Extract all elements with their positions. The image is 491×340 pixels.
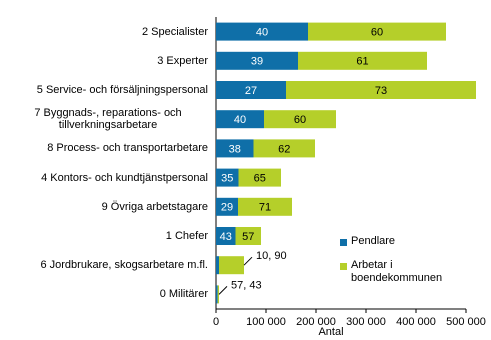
bar: [216, 256, 219, 275]
bar: [238, 197, 292, 216]
x-tick-label: 500 000: [446, 316, 486, 328]
category-text: 1 Chefer: [165, 230, 208, 242]
y-tick-label: 1 Chefer: [8, 221, 208, 251]
category-text: 2 Specialister: [141, 25, 208, 38]
label-leader: [218, 286, 228, 295]
bar: [216, 110, 264, 129]
bar: [264, 110, 336, 129]
bar: [253, 139, 315, 158]
bar: [308, 22, 446, 41]
x-tick-label: 400 000: [396, 316, 436, 328]
outside-label: 10, 90: [256, 250, 287, 262]
value-label: 62: [278, 143, 290, 155]
category-text: 4 Kontors- och kundtjänstpersonal: [41, 171, 208, 184]
y-tick-label: 5 Service- och försäljningspersonal: [8, 75, 208, 105]
category-text: 3 Experter: [157, 54, 208, 67]
value-label: 27: [245, 85, 257, 97]
legend-swatch: [340, 239, 347, 246]
bar: [286, 81, 476, 99]
bar: [216, 81, 286, 99]
bar: [217, 285, 219, 304]
y-tick-label: 0 Militärer: [8, 279, 208, 309]
legend-label: Pendlare: [351, 235, 396, 247]
y-tick-label: 6 Jordbrukare, skogsarbetare m.fl.: [8, 250, 208, 280]
category-text: 5 Service- och försäljningspersonal: [36, 84, 208, 96]
x-tick-label: 0: [213, 316, 219, 328]
bar: [216, 285, 218, 304]
value-label: 60: [294, 114, 306, 126]
value-label: 57: [242, 231, 254, 243]
value-label: 65: [254, 173, 266, 185]
x-tick-label: 200 000: [296, 316, 336, 328]
value-label: 40: [256, 27, 268, 39]
value-label: 38: [229, 143, 241, 155]
y-tick-label: 2 Specialister: [8, 17, 208, 47]
value-label: 40: [234, 114, 246, 126]
y-tick-label: 3 Experter: [8, 46, 208, 76]
y-tick-label: 4 Kontors- och kundtjänstpersonal: [8, 163, 208, 193]
legend-label: Arbetar i boendekommunen: [351, 259, 443, 284]
legend-swatch: [340, 263, 347, 270]
x-tick-label: 300 000: [346, 316, 386, 328]
value-label: 60: [371, 27, 383, 39]
category-text: 9 Övriga arbetstagare: [101, 200, 208, 213]
x-axis-label: Antal: [318, 326, 343, 338]
bar: [219, 256, 244, 275]
bar: [238, 168, 281, 187]
bar: [216, 168, 239, 187]
bar: [216, 22, 308, 41]
x-tick-label: 100 000: [246, 316, 286, 328]
bar: [216, 197, 238, 216]
bar: [235, 227, 261, 245]
value-label: 39: [251, 56, 263, 68]
category-text: 6 Jordbrukare, skogsarbetare m.fl.: [40, 259, 208, 272]
y-tick-label: 7 Byggnads-, reparations- och tillverkni…: [8, 104, 208, 134]
outside-label: 57, 43: [231, 279, 262, 291]
value-label: 73: [375, 85, 387, 97]
category-text: 8 Process- och transportarbetare: [47, 142, 208, 155]
bar: [216, 51, 298, 70]
label-leader: [243, 256, 253, 266]
category-text: 0 Militärer: [159, 288, 208, 301]
bar: [216, 227, 236, 245]
value-label: 61: [356, 56, 368, 68]
value-label: 71: [259, 202, 271, 214]
bar: [298, 51, 427, 70]
category-text: 7 Byggnads-, reparations- och tillverkni…: [34, 107, 182, 132]
y-tick-label: 8 Process- och transportarbetare: [8, 133, 208, 163]
value-label: 43: [220, 231, 232, 243]
value-label: 35: [221, 173, 233, 185]
bar: [216, 139, 254, 158]
y-tick-label: 9 Övriga arbetstagare: [8, 192, 208, 222]
value-label: 29: [221, 202, 233, 214]
